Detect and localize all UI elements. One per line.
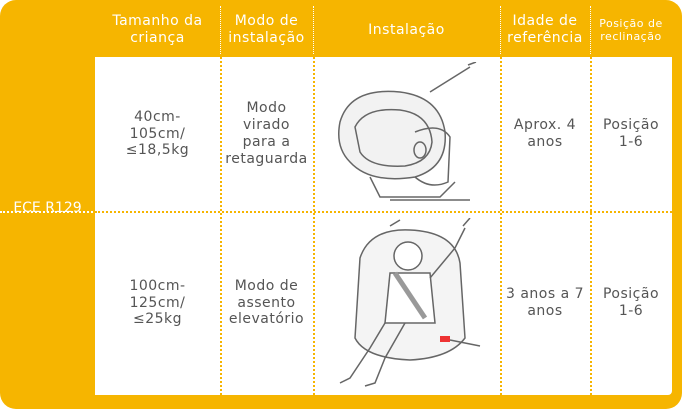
group-label: ECE R129: [13, 200, 82, 216]
text-line: virado: [243, 117, 290, 134]
text-line: Posição: [602, 286, 660, 303]
body-cell: Posição 1-6: [590, 211, 672, 395]
header-cell: Tamanho da criança: [95, 6, 220, 54]
text-line: Instalação: [368, 21, 445, 38]
column-divider: [313, 57, 315, 395]
text-line: retaguarda: [225, 150, 308, 167]
text-line: 125cm/: [129, 294, 186, 311]
seat-booster-illustration: [339, 218, 481, 387]
text-line: Modo: [246, 100, 287, 117]
text-line: Aprox. 4: [513, 117, 577, 134]
header-divider: [313, 6, 314, 54]
header-cell: Idade de referência: [500, 6, 590, 54]
text-line: elevatório: [228, 311, 305, 328]
text-line: referência: [507, 30, 583, 46]
text-line: criança: [130, 30, 185, 46]
text-line: ≤18,5kg: [125, 142, 190, 159]
text-line: 1-6: [618, 134, 644, 150]
text-line: 1-6: [618, 303, 644, 319]
text-line: Modo de: [234, 277, 299, 294]
row-divider: [95, 211, 672, 213]
header-cell: Modo de instalação: [220, 6, 313, 54]
text-line: anos: [527, 134, 563, 150]
body-cell: Modo de assento elevatório: [220, 211, 313, 395]
body-cell: 40cm- 105cm/≤18,5kg: [95, 57, 220, 211]
text-line: assento: [237, 294, 296, 311]
column-divider: [500, 57, 502, 395]
header-divider: [500, 6, 501, 54]
header-cell: Posição de reclinação: [590, 6, 672, 54]
header-divider: [220, 6, 221, 54]
column-divider: [220, 57, 222, 395]
column-divider: [590, 57, 592, 395]
body-cell: Posição 1-6: [590, 57, 672, 211]
header-cell: Instalação: [313, 6, 500, 54]
text-line: para a: [242, 134, 291, 150]
text-line: instalação: [228, 30, 305, 46]
text-line: 105cm/: [129, 125, 186, 142]
body-cell: Modo virado para a retaguarda: [220, 57, 313, 211]
text-line: ≤25kg: [132, 311, 183, 328]
text-line: anos: [527, 303, 563, 319]
body-cell: Aprox. 4 anos: [500, 57, 590, 211]
text-line: 100cm-: [129, 277, 186, 294]
body-cell: 3 anos a 7 anos: [500, 211, 590, 395]
text-line: Posição: [602, 117, 660, 134]
header-divider: [590, 6, 591, 54]
text-line: Tamanho da: [112, 13, 203, 30]
text-line: Posição de: [599, 16, 663, 30]
text-line: Idade de: [512, 13, 578, 30]
text-line: 3 anos a 7: [505, 286, 585, 303]
text-line: 40cm-: [134, 108, 181, 125]
text-line: Modo de: [234, 13, 299, 30]
body-cell: 100cm- 125cm/≤25kg: [95, 211, 220, 395]
text-line: reclinação: [600, 30, 662, 43]
seat-rear-facing-illustration: [338, 62, 477, 201]
